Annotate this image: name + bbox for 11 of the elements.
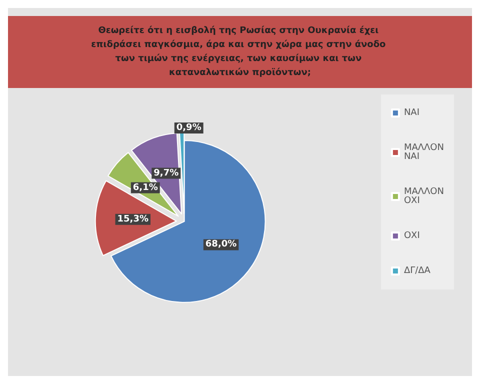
data-label: 68,0% [205,240,237,250]
data-label: 15,3% [117,214,148,224]
data-label: 6,1% [132,182,158,193]
legend-label: ΟΧΙ [404,231,420,241]
legend-label: ΜΑΛΛΟΝ ΝΑΙ [404,143,444,162]
data-label: 9,7% [154,168,179,178]
chart-title: Θεωρείτε ότι η εισβολή της Ρωσίας στην Ουκρανία έχει επιδράσει παγκόσμια, άρα και στην χώρα μας στην άνοδο των τιμών της ενέργειας, των καυσίμων και των καταναλωτικών προϊόντων; [91,25,389,78]
data-label: 0,9% [176,122,202,133]
legend-label: ΜΑΛΛΟΝ ΟΧΙ [404,187,444,206]
legend-label: ΝΑΙ [404,108,420,118]
legend-label: ΔΓ/ΔΑ [404,266,432,276]
